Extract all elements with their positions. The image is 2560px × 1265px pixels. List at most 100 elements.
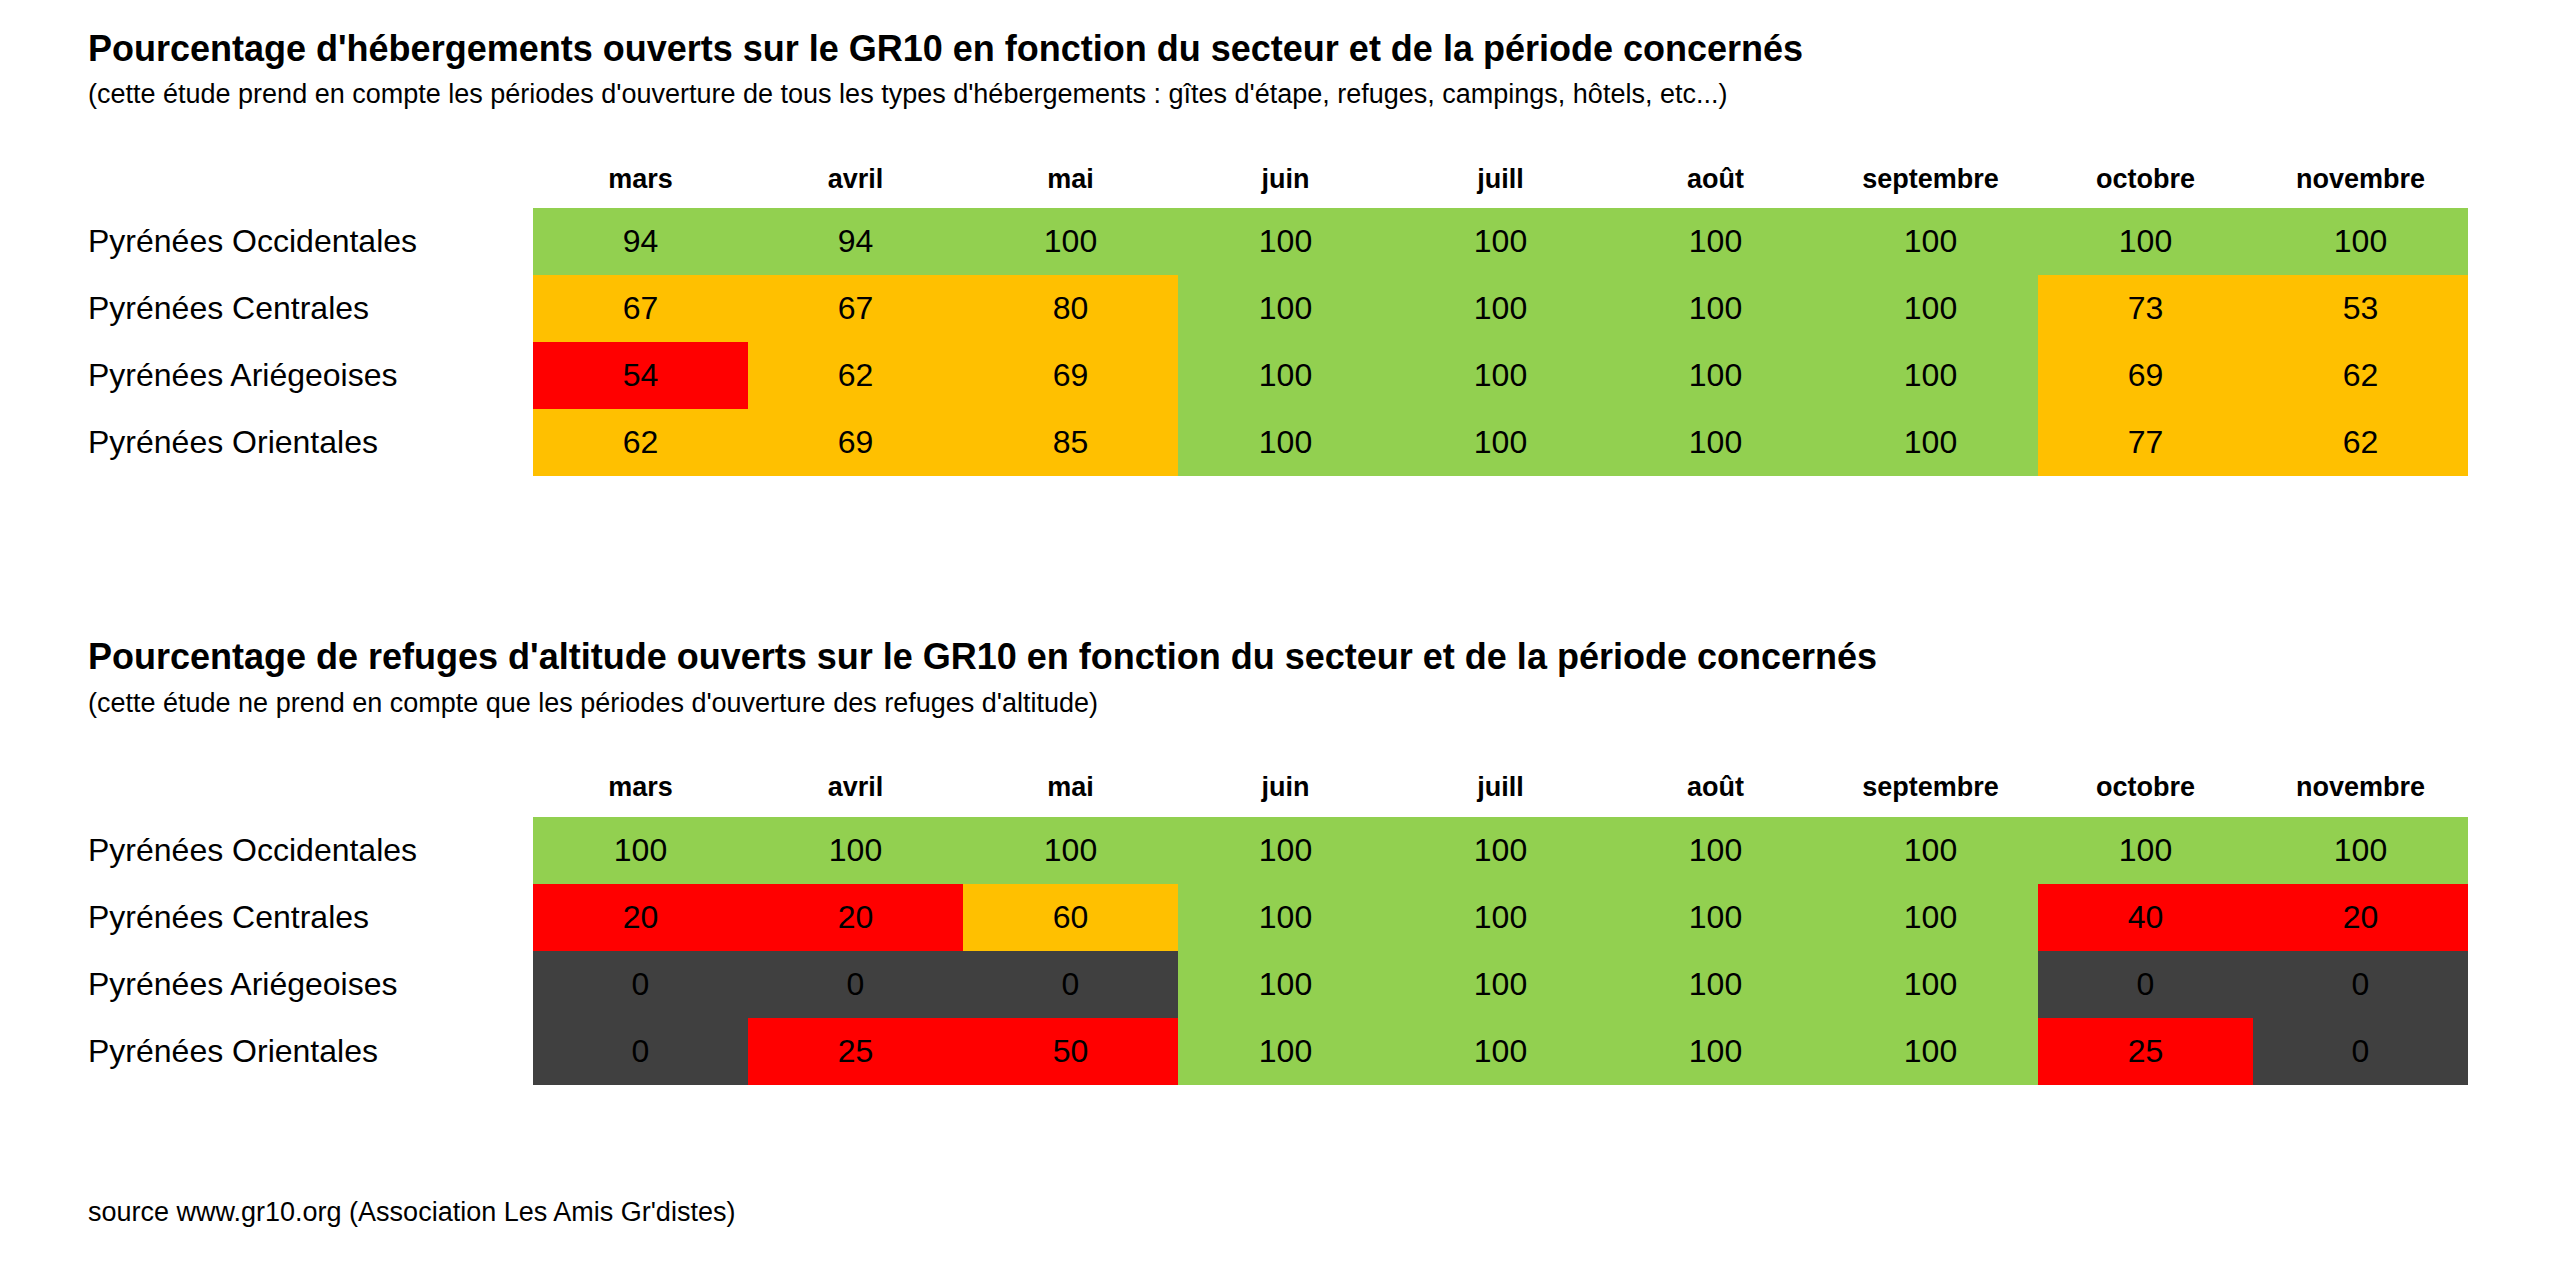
column-header-spacer [88, 759, 533, 817]
heatmap-cell: 62 [533, 409, 748, 476]
hebergements-subtitle: (cette étude prend en compte les période… [88, 79, 2560, 110]
heatmap-cell: 53 [2253, 275, 2468, 342]
heatmap-cell: 0 [2253, 1018, 2468, 1085]
refuges-subtitle: (cette étude ne prend en compte que les … [88, 688, 2560, 719]
heatmap-cell: 69 [963, 342, 1178, 409]
month-header: juin [1178, 150, 1393, 208]
heatmap-cell: 100 [1823, 884, 2038, 951]
month-header: novembre [2253, 150, 2468, 208]
month-header: septembre [1823, 150, 2038, 208]
heatmap-cell: 100 [1178, 275, 1393, 342]
heatmap-cell: 100 [1393, 884, 1608, 951]
heatmap-cell: 100 [2038, 208, 2253, 275]
heatmap-cell: 100 [963, 208, 1178, 275]
month-header: novembre [2253, 759, 2468, 817]
heatmap-cell: 0 [963, 951, 1178, 1018]
month-header: mars [533, 150, 748, 208]
heatmap-cell: 100 [1608, 1018, 1823, 1085]
month-header: juill [1393, 150, 1608, 208]
heatmap-cell: 100 [1823, 817, 2038, 884]
heatmap-cell: 94 [748, 208, 963, 275]
heatmap-cell: 100 [2253, 208, 2468, 275]
heatmap-cell: 100 [2253, 817, 2468, 884]
heatmap-cell: 0 [748, 951, 963, 1018]
heatmap-cell: 100 [1393, 275, 1608, 342]
heatmap-cell: 50 [963, 1018, 1178, 1085]
heatmap-cell: 25 [748, 1018, 963, 1085]
heatmap-cell: 100 [1178, 409, 1393, 476]
heatmap-cell: 100 [1178, 951, 1393, 1018]
row-label: Pyrénées Occidentales [88, 208, 533, 275]
month-header: mai [963, 759, 1178, 817]
month-header: juin [1178, 759, 1393, 817]
heatmap-cell: 25 [2038, 1018, 2253, 1085]
heatmap-cell: 100 [1823, 951, 2038, 1018]
heatmap-cell: 100 [1393, 951, 1608, 1018]
month-header: septembre [1823, 759, 2038, 817]
heatmap-cell: 100 [1178, 342, 1393, 409]
month-header: octobre [2038, 150, 2253, 208]
heatmap-cell: 54 [533, 342, 748, 409]
row-label: Pyrénées Centrales [88, 275, 533, 342]
heatmap-cell: 100 [1608, 951, 1823, 1018]
heatmap-cell: 20 [748, 884, 963, 951]
column-header-spacer [88, 150, 533, 208]
heatmap-cell: 69 [2038, 342, 2253, 409]
heatmap-cell: 100 [2038, 817, 2253, 884]
heatmap-cell: 60 [963, 884, 1178, 951]
hebergements-heatmap-table: marsavrilmaijuinjuillaoûtseptembreoctobr… [88, 150, 2560, 476]
heatmap-cell: 85 [963, 409, 1178, 476]
heatmap-cell: 69 [748, 409, 963, 476]
heatmap-cell: 20 [2253, 884, 2468, 951]
heatmap-cell: 100 [1823, 275, 2038, 342]
heatmap-cell: 80 [963, 275, 1178, 342]
refuges-heatmap-table: marsavrilmaijuinjuillaoûtseptembreoctobr… [88, 759, 2560, 1085]
heatmap-cell: 100 [1393, 817, 1608, 884]
month-header: octobre [2038, 759, 2253, 817]
heatmap-cell: 100 [1608, 275, 1823, 342]
heatmap-cell: 100 [1393, 1018, 1608, 1085]
heatmap-cell: 62 [2253, 409, 2468, 476]
heatmap-cell: 77 [2038, 409, 2253, 476]
heatmap-cell: 100 [748, 817, 963, 884]
heatmap-cell: 100 [1608, 208, 1823, 275]
heatmap-cell: 0 [2253, 951, 2468, 1018]
heatmap-cell: 67 [533, 275, 748, 342]
month-header: août [1608, 150, 1823, 208]
row-label: Pyrénées Ariégeoises [88, 342, 533, 409]
heatmap-cell: 100 [1393, 409, 1608, 476]
heatmap-cell: 73 [2038, 275, 2253, 342]
hebergements-title: Pourcentage d'hébergements ouverts sur l… [88, 28, 2560, 69]
heatmap-cell: 40 [2038, 884, 2253, 951]
heatmap-cell: 20 [533, 884, 748, 951]
heatmap-cell: 62 [748, 342, 963, 409]
heatmap-cell: 100 [1608, 884, 1823, 951]
heatmap-cell: 100 [1393, 342, 1608, 409]
month-header: avril [748, 759, 963, 817]
heatmap-cell: 100 [1608, 342, 1823, 409]
heatmap-cell: 100 [1823, 342, 2038, 409]
heatmap-report-page: Pourcentage d'hébergements ouverts sur l… [0, 0, 2560, 1265]
heatmap-cell: 100 [1393, 208, 1608, 275]
hebergements-section: Pourcentage d'hébergements ouverts sur l… [88, 28, 2560, 476]
row-label: Pyrénées Orientales [88, 1018, 533, 1085]
refuges-title: Pourcentage de refuges d'altitude ouvert… [88, 636, 2560, 677]
heatmap-cell: 0 [533, 1018, 748, 1085]
heatmap-cell: 100 [963, 817, 1178, 884]
row-label: Pyrénées Occidentales [88, 817, 533, 884]
month-header: août [1608, 759, 1823, 817]
month-header: mai [963, 150, 1178, 208]
heatmap-cell: 100 [1823, 208, 2038, 275]
refuges-section: Pourcentage de refuges d'altitude ouvert… [88, 636, 2560, 1084]
heatmap-cell: 0 [533, 951, 748, 1018]
heatmap-cell: 100 [1608, 817, 1823, 884]
heatmap-cell: 0 [2038, 951, 2253, 1018]
heatmap-cell: 67 [748, 275, 963, 342]
row-label: Pyrénées Orientales [88, 409, 533, 476]
heatmap-cell: 100 [1178, 884, 1393, 951]
heatmap-cell: 94 [533, 208, 748, 275]
month-header: avril [748, 150, 963, 208]
heatmap-cell: 100 [1823, 1018, 2038, 1085]
heatmap-cell: 100 [533, 817, 748, 884]
row-label: Pyrénées Ariégeoises [88, 951, 533, 1018]
